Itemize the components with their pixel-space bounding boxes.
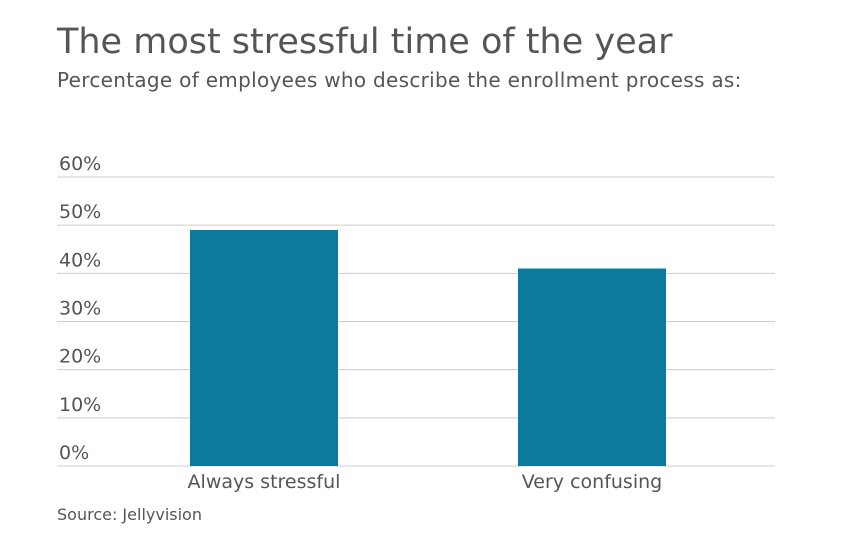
x-tick-label: Always stressful (188, 471, 341, 493)
x-tick-label: Very confusing (522, 471, 662, 493)
chart-title: The most stressful time of the year (57, 22, 673, 62)
chart-subtitle: Percentage of employees who describe the… (57, 68, 742, 92)
y-tick-label: 40% (59, 249, 101, 271)
y-tick-label: 60% (59, 153, 101, 175)
source-note: Source: Jellyvision (57, 505, 202, 524)
y-tick-label: 10% (59, 394, 101, 416)
y-tick-label: 30% (59, 298, 101, 320)
bar (518, 268, 666, 466)
y-tick-label: 0% (59, 442, 89, 464)
y-tick-label: 50% (59, 201, 101, 223)
y-tick-label: 20% (59, 346, 101, 368)
bar (190, 229, 338, 466)
